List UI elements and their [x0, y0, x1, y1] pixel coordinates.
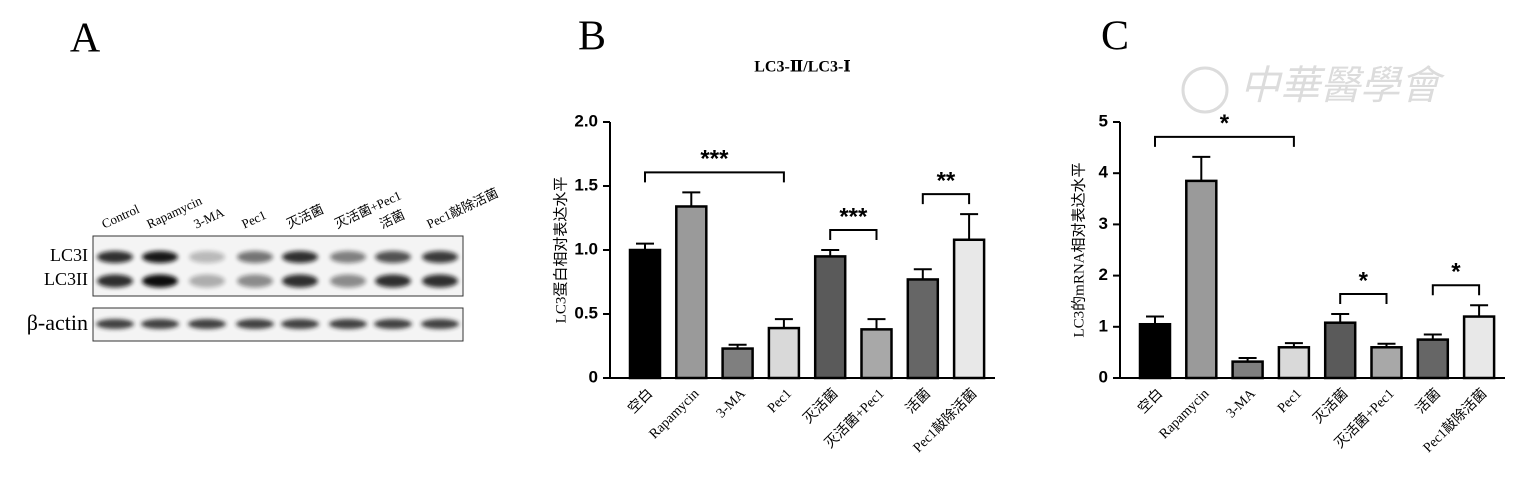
bar [906, 278, 940, 380]
band [374, 319, 412, 329]
panel-label: B [578, 14, 606, 60]
band [96, 319, 134, 329]
watermark-logo [1181, 66, 1229, 114]
x-tick-label: Pec1 [1275, 386, 1305, 416]
x-tick-label: Rapamycin [1157, 386, 1213, 442]
bar [952, 238, 986, 380]
y-tick-label: 2.0 [574, 111, 598, 130]
significance-label: ** [937, 168, 956, 195]
x-tick-label: 活菌 [1413, 386, 1444, 417]
panel-label: C [1101, 14, 1129, 60]
band [330, 251, 366, 263]
band-label: LC3II [44, 269, 88, 289]
band [329, 319, 367, 329]
bar [675, 205, 708, 380]
significance-label: * [1451, 259, 1461, 286]
bar [1231, 360, 1264, 380]
blot-box [92, 235, 464, 297]
band [97, 274, 133, 288]
y-tick-label: 0.5 [574, 303, 598, 322]
y-axis-label: LC3的mRNA相对表达水平 [1070, 162, 1087, 337]
y-tick-label: 5 [1099, 111, 1108, 130]
x-tick-label: 空白 [1135, 386, 1166, 417]
band [237, 274, 273, 288]
y-tick-label: 4 [1099, 163, 1109, 182]
watermark: 中華醫學會 [1240, 63, 1445, 108]
y-tick-label: 3 [1099, 214, 1108, 233]
panel-label: A [70, 16, 101, 62]
bar [1462, 315, 1496, 380]
significance-bracket [644, 171, 785, 183]
lane-label: Pec1敲除活菌 [424, 185, 500, 231]
bar [628, 248, 662, 380]
lane-label: Control [99, 201, 142, 232]
band [375, 274, 411, 288]
bar [721, 347, 754, 380]
y-tick-label: 0 [589, 367, 598, 386]
significance-bracket [1339, 293, 1388, 304]
band [375, 251, 411, 263]
y-axis-label: LC3蛋白相对表达水平 [552, 177, 569, 324]
bar [860, 328, 893, 380]
x-tick-label: 空白 [625, 386, 656, 417]
significance-label: * [1359, 267, 1369, 294]
bar [1277, 346, 1311, 380]
significance-label: *** [700, 146, 729, 173]
band [237, 251, 273, 263]
y-tick-label: 1.5 [574, 175, 598, 194]
band [188, 319, 226, 329]
band [281, 319, 319, 329]
band-label: LC3I [50, 245, 88, 265]
x-tick-label: Rapamycin [647, 386, 703, 442]
bar [1323, 321, 1357, 380]
significance-label: * [1220, 110, 1230, 137]
band [142, 274, 178, 288]
band [141, 319, 179, 329]
bar [1138, 322, 1172, 380]
band [330, 274, 366, 288]
x-tick-label: 活菌 [903, 386, 934, 417]
x-tick-label: 3-MA [1224, 386, 1259, 421]
bar [813, 255, 847, 380]
band [236, 319, 274, 329]
bar [1370, 346, 1403, 380]
lane-label: 灭活菌 [284, 201, 326, 231]
y-tick-label: 1 [1099, 316, 1108, 335]
x-tick-label: Pec1 [765, 386, 795, 416]
band [189, 274, 225, 288]
x-tick-label: 灭活菌 [1310, 386, 1351, 427]
significance-bracket [1154, 135, 1295, 147]
band [97, 251, 133, 263]
band [422, 274, 458, 288]
significance-bracket [921, 193, 971, 205]
significance-label: *** [839, 203, 868, 230]
chart-title: LC3-Ⅱ/LC3-Ⅰ [754, 59, 851, 76]
x-tick-label: 灭活菌 [800, 386, 841, 427]
x-tick-label: 3-MA [714, 386, 749, 421]
significance-bracket [829, 229, 878, 240]
y-tick-label: 2 [1099, 265, 1108, 284]
loading-label: β-actin [27, 310, 88, 335]
lane-label: Pec1 [239, 207, 268, 231]
bar [1185, 179, 1218, 380]
y-tick-label: 1.0 [574, 239, 598, 258]
band [422, 251, 458, 263]
significance-bracket [1431, 284, 1481, 296]
bar [1416, 338, 1450, 380]
bar [767, 326, 801, 380]
band [282, 274, 318, 288]
band [282, 251, 318, 263]
band [421, 319, 459, 329]
band [142, 251, 178, 263]
band [189, 251, 225, 263]
y-tick-label: 0 [1099, 367, 1108, 386]
